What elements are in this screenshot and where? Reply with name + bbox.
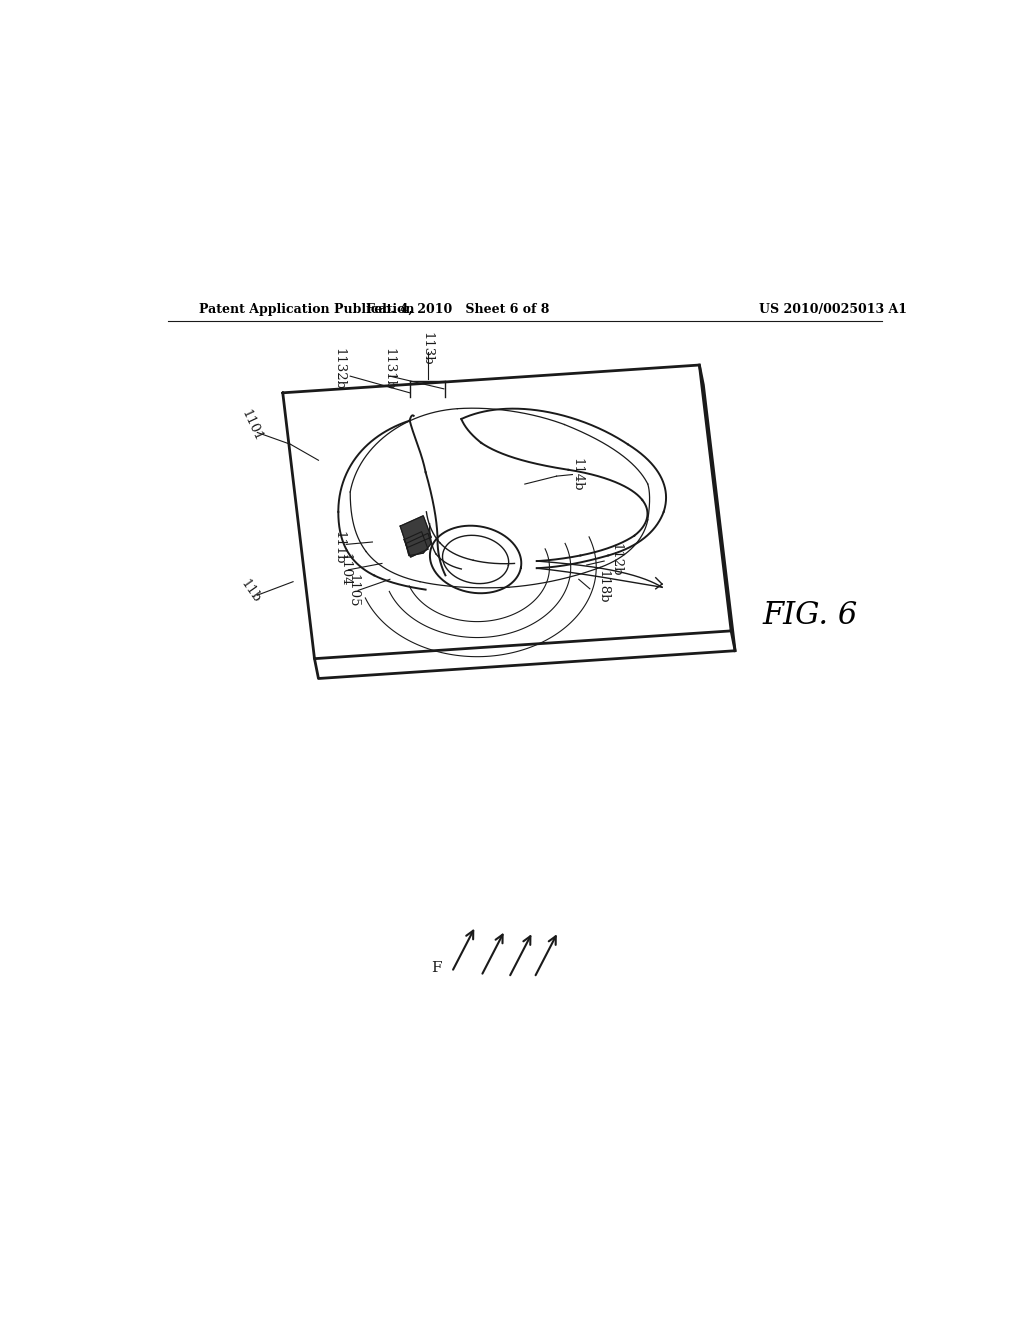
Text: 114b: 114b bbox=[570, 458, 584, 491]
Text: 1131b: 1131b bbox=[382, 348, 395, 389]
Text: FIG. 6: FIG. 6 bbox=[763, 599, 858, 631]
Text: 1132b: 1132b bbox=[333, 348, 346, 389]
Text: 1105: 1105 bbox=[346, 574, 359, 607]
Text: 1101: 1101 bbox=[239, 408, 264, 444]
Text: 111b: 111b bbox=[333, 531, 346, 565]
Text: US 2010/0025013 A1: US 2010/0025013 A1 bbox=[759, 304, 907, 315]
Text: F: F bbox=[431, 961, 441, 975]
Polygon shape bbox=[404, 532, 428, 557]
Text: 113b: 113b bbox=[420, 333, 433, 366]
Polygon shape bbox=[400, 516, 431, 548]
Text: Patent Application Publication: Patent Application Publication bbox=[200, 304, 415, 315]
Text: Feb. 4, 2010   Sheet 6 of 8: Feb. 4, 2010 Sheet 6 of 8 bbox=[366, 304, 549, 315]
Text: 118b: 118b bbox=[596, 570, 609, 605]
Polygon shape bbox=[406, 533, 431, 556]
Text: 112b: 112b bbox=[609, 543, 623, 577]
Text: 11b: 11b bbox=[239, 577, 263, 606]
Text: 1104: 1104 bbox=[338, 553, 351, 586]
